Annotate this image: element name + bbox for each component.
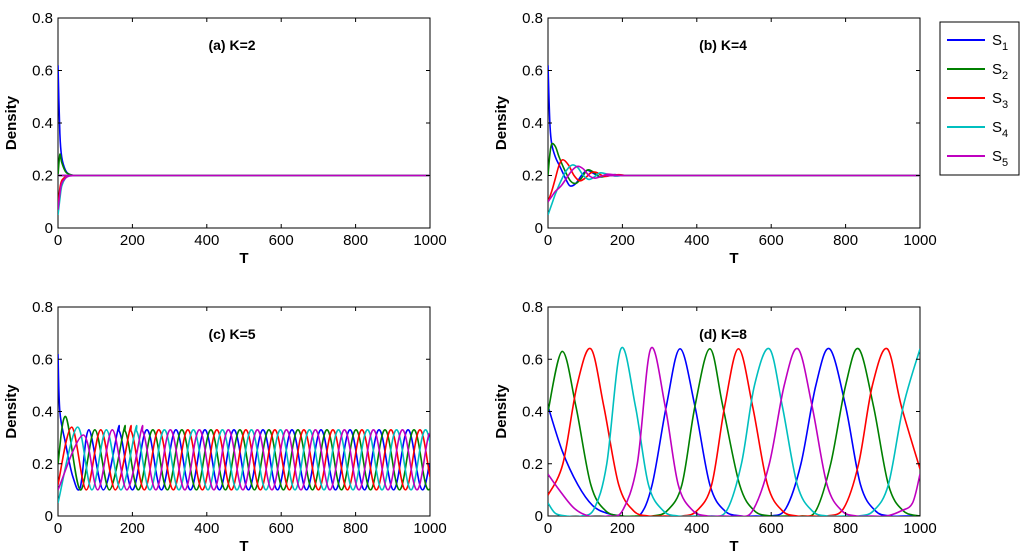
series-line-s5 — [58, 424, 430, 491]
panel-2: 0 200 400 600 800 1000 0 0.2 0.4 0.6 0.8 T Density (b… — [493, 10, 937, 267]
y-tick-label: 0.2 — [32, 456, 53, 473]
legend-label-s2: S2 — [992, 61, 1008, 82]
y-tick-label: 0 — [535, 220, 543, 237]
y-tick-label: 0.6 — [32, 63, 53, 80]
panel-3: 0 200 400 600 800 1000 0 0.2 0.4 0.6 0.8 T Density (c… — [3, 299, 447, 555]
y-tick-label: 0.4 — [522, 404, 543, 421]
series-line-s2 — [58, 415, 430, 491]
series-line-s5 — [548, 165, 920, 203]
series-line-s4 — [58, 424, 430, 504]
y-tick-label: 0.8 — [32, 299, 53, 316]
x-axis-label: T — [239, 250, 248, 267]
x-tick-label: 800 — [833, 520, 858, 537]
x-tick-label: 600 — [759, 232, 784, 249]
series-line-s2 — [548, 347, 920, 516]
series-line-s3 — [548, 347, 920, 516]
y-tick-label: 0.8 — [522, 10, 543, 27]
y-tick-label: 0 — [45, 508, 53, 525]
x-tick-label: 0 — [54, 520, 62, 537]
x-tick-label: 400 — [194, 232, 219, 249]
x-tick-label: 400 — [194, 520, 219, 537]
series-line-s5 — [58, 174, 430, 210]
y-axis-label: Density — [493, 95, 510, 150]
x-tick-label: 1000 — [413, 520, 446, 537]
plot-area — [547, 17, 921, 229]
x-axis-label: T — [729, 538, 738, 555]
legend-label-s4: S4 — [992, 119, 1008, 140]
series-group — [548, 346, 920, 516]
y-tick-label: 0.2 — [32, 168, 53, 185]
x-tick-label: 1000 — [903, 520, 936, 537]
series-group — [58, 353, 430, 504]
x-tick-label: 800 — [833, 232, 858, 249]
y-tick-label: 0.2 — [522, 456, 543, 473]
y-tick-label: 0.4 — [32, 404, 53, 421]
series-line-s4 — [548, 346, 920, 516]
panel-title: (b) K=4 — [699, 37, 747, 53]
panel-title: (d) K=8 — [699, 326, 747, 342]
y-tick-label: 0.6 — [522, 63, 543, 80]
panel-1: 0 200 400 600 800 1000 0 0.2 0.4 0.6 0.8 T Density (a… — [3, 10, 447, 267]
x-tick-label: 200 — [610, 520, 635, 537]
x-tick-label: 200 — [610, 232, 635, 249]
x-axis-label: T — [729, 250, 738, 267]
x-tick-label: 400 — [684, 232, 709, 249]
x-tick-label: 0 — [54, 232, 62, 249]
y-tick-label: 0.6 — [32, 351, 53, 368]
panel-title: (c) K=5 — [208, 326, 255, 342]
panel-title: (a) K=2 — [208, 37, 255, 53]
x-tick-label: 800 — [343, 520, 368, 537]
plot-area — [547, 306, 921, 517]
legend-label-s5: S5 — [992, 148, 1008, 169]
x-axis-label: T — [239, 538, 248, 555]
legend-label-s1: S1 — [992, 32, 1008, 53]
y-tick-label: 0.4 — [522, 115, 543, 132]
x-tick-label: 800 — [343, 232, 368, 249]
x-tick-label: 400 — [684, 520, 709, 537]
y-tick-label: 0.2 — [522, 168, 543, 185]
x-tick-label: 600 — [269, 520, 294, 537]
y-tick-label: 0.8 — [522, 299, 543, 316]
x-tick-label: 600 — [759, 520, 784, 537]
series-group — [548, 65, 920, 216]
y-tick-label: 0 — [45, 220, 53, 237]
x-tick-label: 600 — [269, 232, 294, 249]
y-axis-label: Density — [493, 384, 510, 439]
y-axis-label: Density — [3, 95, 20, 150]
x-tick-label: 1000 — [413, 232, 446, 249]
x-tick-label: 0 — [544, 520, 552, 537]
series-group — [58, 65, 430, 215]
y-axis-label: Density — [3, 384, 20, 439]
plot-area — [57, 17, 431, 229]
x-tick-label: 1000 — [903, 232, 936, 249]
legend-label-s3: S3 — [992, 90, 1008, 111]
legend: S1 S2 S3 S4 S5 — [939, 21, 1020, 176]
x-tick-label: 200 — [120, 520, 145, 537]
y-tick-label: 0 — [535, 508, 543, 525]
x-tick-label: 200 — [120, 232, 145, 249]
y-tick-label: 0.8 — [32, 10, 53, 27]
x-tick-label: 0 — [544, 232, 552, 249]
y-tick-label: 0.4 — [32, 115, 53, 132]
y-tick-label: 0.6 — [522, 351, 543, 368]
panel-4: 0 200 400 600 800 1000 0 0.2 0.4 0.6 0.8 T Density (d… — [493, 299, 937, 555]
